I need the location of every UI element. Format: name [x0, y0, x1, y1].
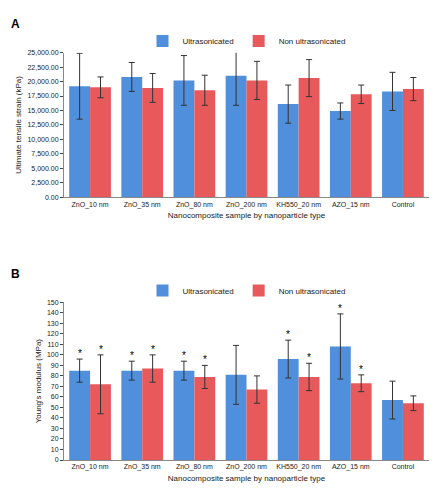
svg-text:10,000.00: 10,000.00 [27, 136, 58, 143]
svg-text:20,000.00: 20,000.00 [27, 78, 58, 85]
svg-text:*: * [99, 344, 103, 355]
svg-text:ZnO_35 nm: ZnO_35 nm [124, 463, 161, 471]
svg-text:A: A [11, 17, 20, 31]
svg-text:5,000.00: 5,000.00 [31, 165, 58, 172]
svg-text:12,500.00: 12,500.00 [27, 121, 58, 128]
svg-text:50: 50 [51, 404, 59, 411]
svg-text:0.00: 0.00 [45, 194, 59, 201]
svg-text:80: 80 [51, 372, 59, 379]
svg-text:KH550_20 nm: KH550_20 nm [276, 201, 321, 209]
svg-text:Control: Control [392, 201, 415, 208]
svg-text:Ultrasonicated: Ultrasonicated [183, 287, 234, 296]
svg-text:*: * [182, 350, 186, 361]
svg-text:*: * [78, 348, 82, 359]
svg-text:20: 20 [51, 435, 59, 442]
svg-text:100: 100 [47, 351, 59, 358]
svg-text:Ultimate tensile strain (kPa): Ultimate tensile strain (kPa) [14, 76, 23, 174]
svg-text:ZnO_35 nm: ZnO_35 nm [124, 201, 161, 209]
svg-text:ZnO_80 nm: ZnO_80 nm [176, 463, 213, 471]
svg-text:17,500.00: 17,500.00 [27, 92, 58, 99]
svg-text:7,500.00: 7,500.00 [31, 150, 58, 157]
svg-text:22,500.00: 22,500.00 [27, 64, 58, 71]
svg-text:90: 90 [51, 362, 59, 369]
svg-text:ZnO_200 nm: ZnO_200 nm [226, 463, 267, 471]
svg-text:130: 130 [47, 320, 59, 327]
svg-text:KH550_20 nm: KH550_20 nm [276, 463, 321, 471]
svg-text:*: * [151, 344, 155, 355]
svg-text:ZnO_10 nm: ZnO_10 nm [72, 201, 109, 209]
svg-text:60: 60 [51, 393, 59, 400]
svg-text:ZnO_200 nm: ZnO_200 nm [226, 201, 267, 209]
svg-text:15,000.00: 15,000.00 [27, 107, 58, 114]
svg-text:110: 110 [47, 341, 58, 348]
svg-text:Control: Control [392, 463, 415, 470]
svg-text:AZO_15 nm: AZO_15 nm [332, 201, 370, 209]
svg-text:40: 40 [51, 414, 59, 421]
svg-text:Nanocomposite sample by nanopa: Nanocomposite sample by nanoparticle typ… [168, 211, 326, 220]
svg-text:Non ultrasonicated: Non ultrasonicated [279, 287, 346, 296]
svg-text:B: B [11, 267, 20, 281]
svg-text:140: 140 [47, 309, 59, 316]
svg-text:70: 70 [51, 383, 59, 390]
svg-text:ZnO_80 nm: ZnO_80 nm [176, 201, 213, 209]
svg-text:*: * [286, 329, 290, 340]
svg-text:*: * [338, 303, 342, 314]
svg-text:2,500.00: 2,500.00 [31, 179, 58, 186]
svg-text:10: 10 [51, 446, 59, 453]
svg-text:25,000.00: 25,000.00 [27, 49, 58, 56]
svg-text:*: * [359, 364, 363, 375]
svg-text:Ultrasonicated: Ultrasonicated [183, 37, 234, 46]
svg-text:*: * [307, 352, 311, 363]
svg-text:Nanocomposite sample by nanopa: Nanocomposite sample by nanoparticle typ… [168, 474, 326, 483]
svg-text:AZO_15 nm: AZO_15 nm [332, 463, 370, 471]
svg-text:0: 0 [55, 456, 59, 463]
svg-text:30: 30 [51, 425, 59, 432]
svg-text:150: 150 [47, 299, 59, 306]
svg-text:*: * [130, 350, 134, 361]
svg-text:Non ultrasonicated: Non ultrasonicated [279, 37, 346, 46]
svg-text:Young's modulus (MPa): Young's modulus (MPa) [34, 339, 43, 424]
svg-text:120: 120 [47, 330, 59, 337]
svg-text:*: * [203, 354, 207, 365]
svg-text:ZnO_10 nm: ZnO_10 nm [72, 463, 109, 471]
